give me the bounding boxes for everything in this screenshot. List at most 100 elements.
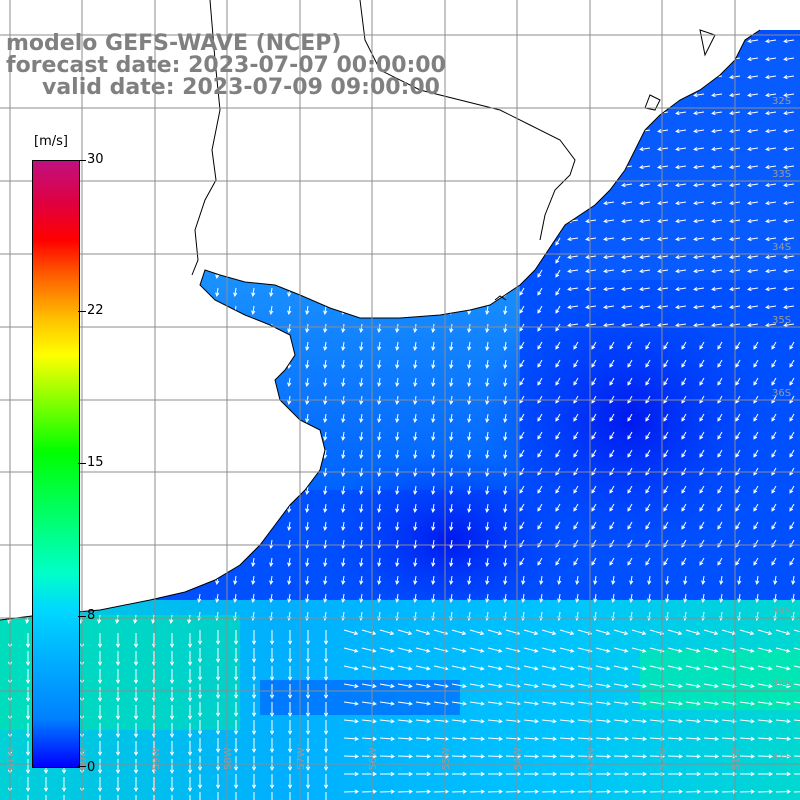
wind-arrow <box>657 183 669 188</box>
wind-arrow <box>609 341 615 350</box>
wind-arrow <box>97 633 103 649</box>
wind-arrow <box>627 557 633 566</box>
wind-arrow <box>359 377 364 387</box>
wind-arrow <box>115 651 121 667</box>
wind-arrow <box>431 341 436 351</box>
wind-arrow <box>233 503 238 513</box>
wind-arrow <box>693 255 705 260</box>
wind-arrow <box>585 201 597 206</box>
wind-arrow <box>287 630 293 646</box>
wind-arrow <box>681 449 687 458</box>
wind-arrow <box>413 539 418 549</box>
wind-arrow <box>771 341 777 350</box>
wind-arrow <box>639 255 651 260</box>
wind-arrow <box>197 359 202 369</box>
wind-arrow <box>555 129 561 138</box>
wind-arrow <box>215 666 221 682</box>
wind-arrow <box>699 395 705 404</box>
wind-arrow <box>197 323 202 333</box>
wind-arrow <box>621 111 633 116</box>
wind-arrow <box>747 323 759 328</box>
wind-arrow <box>773 593 778 603</box>
wind-arrow <box>395 431 400 441</box>
wind-arrow <box>771 449 777 458</box>
wind-arrow <box>541 629 557 636</box>
wind-arrow <box>187 669 193 685</box>
wind-arrow <box>668 771 684 777</box>
wind-arrow <box>233 648 239 664</box>
wind-arrow <box>591 449 597 458</box>
wind-arrow <box>747 75 759 80</box>
wind-arrow <box>215 503 220 513</box>
wind-arrow <box>693 57 705 62</box>
wind-arrow <box>397 719 413 724</box>
wind-arrow <box>557 593 562 603</box>
wind-arrow <box>793 789 800 794</box>
wind-arrow <box>721 683 737 689</box>
wind-arrow <box>305 738 311 754</box>
wind-arrow <box>657 165 669 170</box>
wind-arrow <box>251 557 256 567</box>
wind-arrow <box>305 323 310 333</box>
wind-arrow <box>215 539 220 549</box>
wind-arrow <box>665 575 670 585</box>
wind-arrow <box>632 771 648 777</box>
wind-arrow <box>753 377 759 386</box>
wind-arrow <box>305 720 311 736</box>
wind-arrow <box>614 771 630 777</box>
wind-arrow <box>593 575 598 585</box>
wind-arrow <box>485 323 490 333</box>
wind-arrow <box>287 666 293 682</box>
wind-arrow <box>377 359 382 369</box>
wind-arrow <box>323 738 329 754</box>
wind-arrow <box>541 719 557 724</box>
longitude-label: 61W <box>6 747 17 770</box>
wind-arrow <box>765 255 777 260</box>
wind-arrow <box>765 75 777 80</box>
wind-arrow <box>503 269 508 279</box>
wind-arrow <box>197 593 202 603</box>
wind-arrow <box>603 201 615 206</box>
wind-arrow <box>215 557 220 567</box>
wind-arrow <box>503 557 508 567</box>
wind-arrow <box>775 701 791 706</box>
wind-arrow <box>133 777 139 793</box>
wind-arrow <box>197 720 203 736</box>
wind-arrow <box>197 431 202 441</box>
wind-arrow <box>523 736 540 741</box>
wind-arrow <box>343 754 360 759</box>
wind-arrow <box>739 719 755 724</box>
wind-arrow <box>251 630 257 646</box>
wind-arrow <box>639 201 651 206</box>
wind-arrow <box>305 593 310 603</box>
wind-arrow <box>627 449 633 458</box>
wind-arrow <box>187 651 193 667</box>
wind-arrow <box>681 341 687 350</box>
wind-arrow <box>395 593 400 603</box>
wind-arrow <box>603 255 615 260</box>
wind-arrow <box>675 201 687 206</box>
wind-arrow <box>323 792 329 800</box>
wind-arrow <box>361 683 377 689</box>
wind-arrow <box>233 756 239 772</box>
wind-arrow <box>585 147 597 152</box>
wind-arrow <box>341 575 346 585</box>
wind-arrow <box>603 111 615 116</box>
latitude-label: 32S <box>772 96 791 107</box>
wind-arrow <box>657 287 669 292</box>
wind-arrow <box>765 305 777 310</box>
wind-arrow <box>559 719 575 724</box>
wind-arrow <box>519 413 525 422</box>
wind-arrow <box>645 395 651 404</box>
wind-arrow <box>187 705 193 721</box>
wind-arrow <box>503 449 508 459</box>
wind-arrow <box>585 93 597 98</box>
latitude-label: 35S <box>772 315 791 326</box>
wind-arrow <box>783 111 795 116</box>
wind-arrow <box>783 201 795 206</box>
wind-arrow <box>585 323 597 328</box>
wind-arrow <box>197 485 202 495</box>
wind-arrow <box>503 539 508 549</box>
wind-arrow <box>613 719 629 724</box>
wind-arrow <box>773 575 778 585</box>
